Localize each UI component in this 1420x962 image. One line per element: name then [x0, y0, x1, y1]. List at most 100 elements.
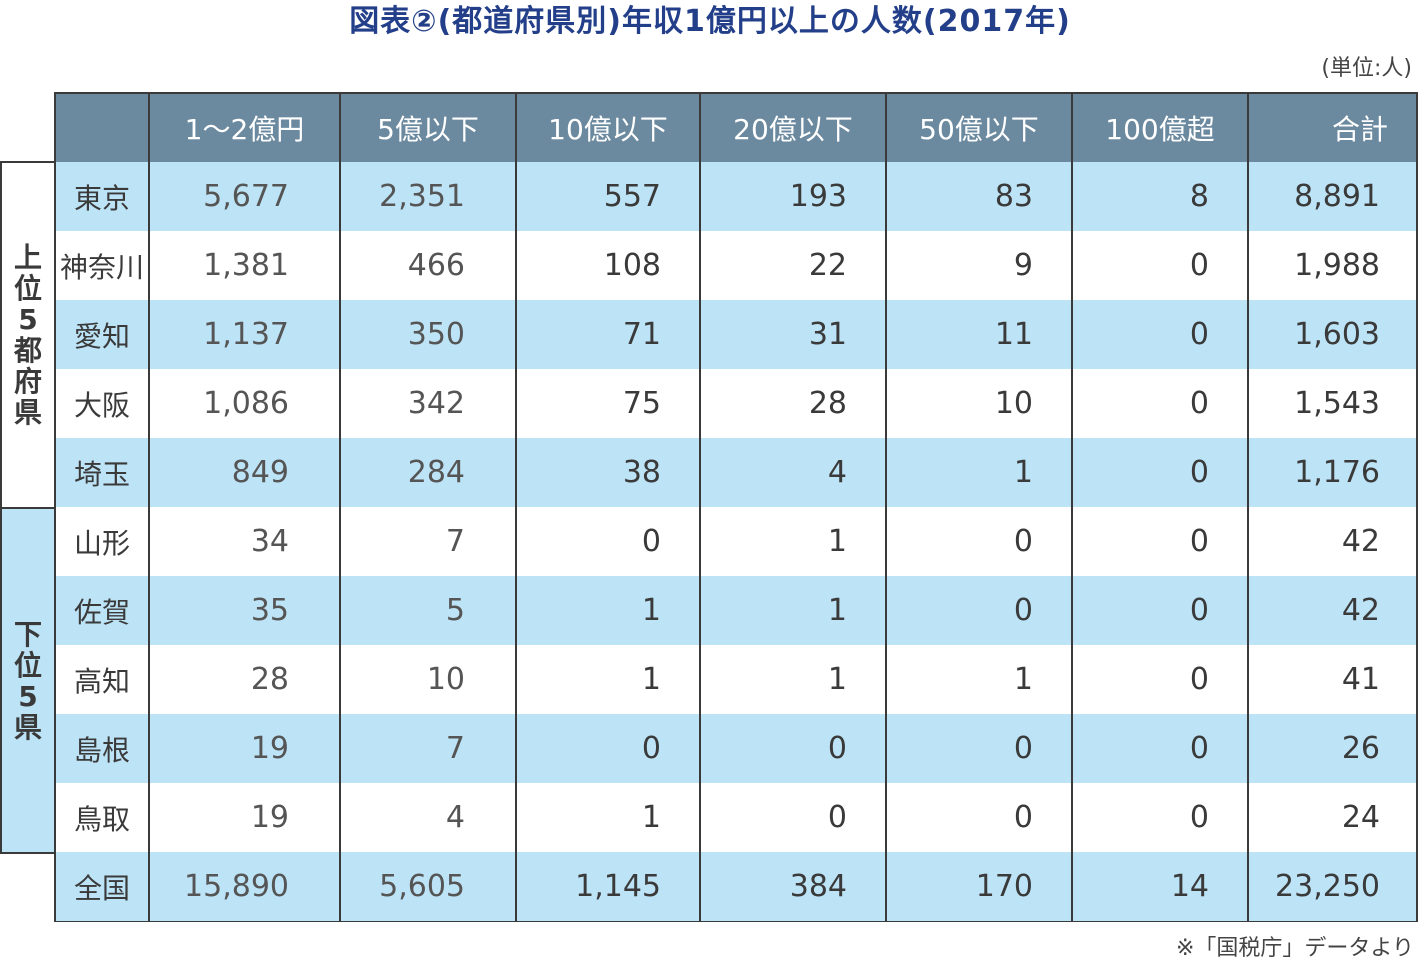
table-cell: 193: [701, 162, 887, 231]
table-row: 島根 19 7 0 0 0 0 26: [56, 714, 1416, 783]
source-note: ※「国税庁」データより: [1176, 936, 1414, 961]
table-cell: 1,145: [517, 852, 701, 921]
prefecture-name: 愛知: [56, 300, 150, 369]
prefecture-name: 神奈川: [56, 231, 150, 300]
table-cell: 384: [701, 852, 887, 921]
table-row: 山形 34 7 0 1 0 0 42: [56, 507, 1416, 576]
table-cell: 23,250: [1275, 869, 1380, 904]
table-row: 愛知 1,137 350 71 31 11 0 1,603: [56, 300, 1416, 369]
table-cell: 466: [341, 231, 517, 300]
table-cell: 557: [517, 162, 701, 231]
prefecture-name: 鳥取: [56, 783, 150, 852]
table-cell: 1,176: [1294, 455, 1380, 490]
table-cell: 42: [1341, 593, 1380, 628]
column-header: 10億以下: [517, 94, 701, 162]
table-cell: 0: [887, 714, 1073, 783]
group-label-char: 都: [13, 334, 42, 367]
prefecture-name: 高知: [56, 645, 150, 714]
table-cell: 1: [701, 576, 887, 645]
unit-label: (単位:人): [1321, 56, 1412, 81]
table-cell: 1: [701, 507, 887, 576]
table-cell: 1: [887, 438, 1073, 507]
table-row: 大阪 1,086 342 75 28 10 0 1,543: [56, 369, 1416, 438]
table-cell: 26: [1341, 731, 1380, 766]
table-cell: 4: [701, 438, 887, 507]
table-cell: 1,381: [150, 231, 341, 300]
table-cell: 170: [887, 852, 1073, 921]
table-cell: 0: [1073, 438, 1249, 507]
table-cell: 1: [517, 645, 701, 714]
table-cell: 10: [341, 645, 517, 714]
group-label-char: 5: [18, 679, 38, 713]
table-cell: 2,351: [341, 162, 517, 231]
column-header: 20億以下: [701, 94, 887, 162]
data-table: 1〜2億円 5億以下 10億以下 20億以下 50億以下 100億超 合計 東京 5,677 2,…: [54, 92, 1418, 922]
table-row: 高知 28 10 1 1 1 0 41: [56, 645, 1416, 714]
table-cell: 0: [887, 576, 1073, 645]
prefecture-name: 大阪: [56, 369, 150, 438]
table-cell: 38: [517, 438, 701, 507]
table-cell: 31: [701, 300, 887, 369]
table-cell: 75: [517, 369, 701, 438]
table-cell: 15,890: [150, 852, 341, 921]
table-cell: 1,603: [1294, 317, 1380, 352]
group-label-char: 県: [13, 396, 42, 429]
table-cell: 0: [1073, 231, 1249, 300]
table-cell: 0: [1073, 576, 1249, 645]
column-header: 1〜2億円: [150, 94, 341, 162]
column-header: 100億超: [1073, 94, 1249, 162]
table-cell: 0: [1073, 714, 1249, 783]
table-cell: 14: [1073, 852, 1249, 921]
prefecture-name: 埼玉: [56, 438, 150, 507]
table-cell: 1,137: [150, 300, 341, 369]
table-cell: 0: [701, 783, 887, 852]
table-cell: 1: [887, 645, 1073, 714]
table-cell: 5,677: [150, 162, 341, 231]
table-cell: 9: [887, 231, 1073, 300]
table-cell: 5: [341, 576, 517, 645]
group-label-char: 5: [18, 303, 38, 336]
table-cell: 108: [517, 231, 701, 300]
group-label-char: 位: [13, 648, 42, 682]
table-cell: 1: [517, 783, 701, 852]
table-cell: 0: [517, 714, 701, 783]
table-cell: 0: [1073, 369, 1249, 438]
group-label-char: 県: [13, 710, 42, 744]
chart-title: 図表②(都道府県別)年収1億円以上の人数(2017年): [349, 4, 1071, 39]
table-cell: 5,605: [341, 852, 517, 921]
table-cell: 8,891: [1294, 179, 1380, 214]
table-row: 東京 5,677 2,351 557 193 83 8 8,891: [56, 162, 1416, 231]
table-cell: 0: [887, 783, 1073, 852]
table-cell: 22: [701, 231, 887, 300]
table-row: 佐賀 35 5 1 1 0 0 42: [56, 576, 1416, 645]
table-cell: 19: [150, 783, 341, 852]
table-cell: 19: [150, 714, 341, 783]
table-cell: 28: [701, 369, 887, 438]
prefecture-name: 島根: [56, 714, 150, 783]
table-cell: 28: [150, 645, 341, 714]
table-cell: 0: [1073, 300, 1249, 369]
group-label-char: 上: [13, 241, 42, 274]
table-cell: 42: [1341, 524, 1380, 559]
table-cell: 10: [887, 369, 1073, 438]
table-cell: 284: [341, 438, 517, 507]
column-header: 5億以下: [341, 94, 517, 162]
table-cell: 7: [341, 714, 517, 783]
table-cell: 4: [341, 783, 517, 852]
prefecture-name: 東京: [56, 162, 150, 231]
table-cell: 0: [1073, 645, 1249, 714]
table-cell: 1: [701, 645, 887, 714]
table-cell: 1: [517, 576, 701, 645]
column-header: 合計: [1331, 113, 1388, 146]
table-cell: 7: [341, 507, 517, 576]
table-row: 全国 15,890 5,605 1,145 384 170 14 23,250: [56, 852, 1416, 921]
table-cell: 71: [517, 300, 701, 369]
table-row: 埼玉 849 284 38 4 1 0 1,176: [56, 438, 1416, 507]
prefecture-name: 全国: [56, 852, 150, 921]
group-label-char: 府: [13, 365, 42, 398]
table-row: 神奈川 1,381 466 108 22 9 0 1,988: [56, 231, 1416, 300]
header-corner: [56, 94, 150, 162]
table-cell: 1,988: [1294, 248, 1380, 283]
table-cell: 849: [150, 438, 341, 507]
